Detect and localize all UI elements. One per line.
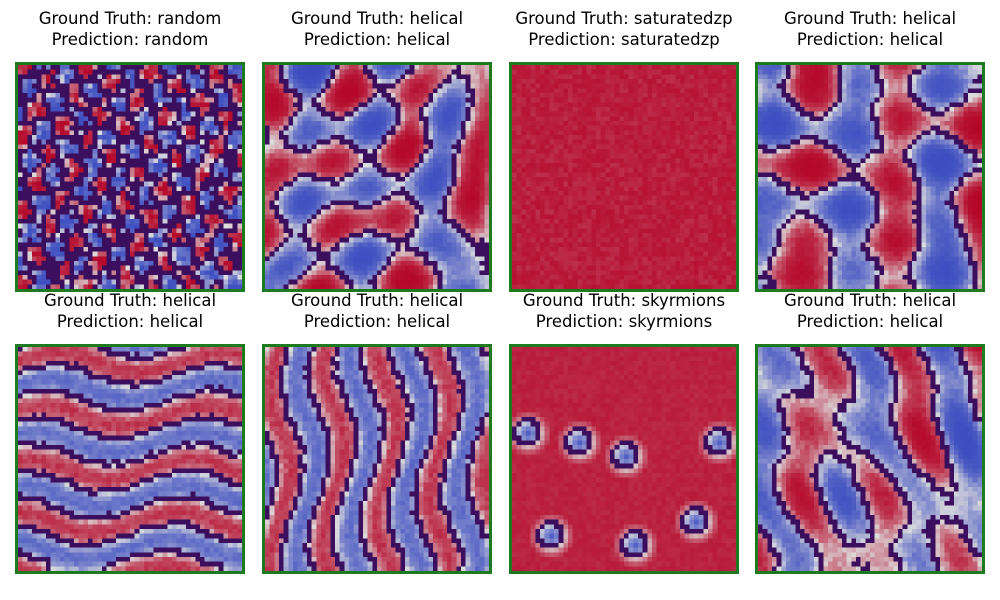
panel-title: Ground Truth: helical Prediction: helica… xyxy=(262,8,492,52)
prediction-label: Prediction: helical xyxy=(56,312,204,331)
ground-truth-label: Ground Truth: helical xyxy=(43,291,217,310)
spin-texture-image xyxy=(755,344,985,574)
prediction-label: Prediction: helical xyxy=(303,30,451,49)
panel-title: Ground Truth: helical Prediction: helica… xyxy=(262,290,492,334)
panel-title: Ground Truth: helical Prediction: helica… xyxy=(755,8,985,52)
ground-truth-label: Ground Truth: helical xyxy=(783,9,957,28)
spin-texture-image xyxy=(15,344,245,574)
panel-4: Ground Truth: helical Prediction: helica… xyxy=(755,8,985,292)
ground-truth-label: Ground Truth: helical xyxy=(290,9,464,28)
panel-title: Ground Truth: random Prediction: random xyxy=(15,8,245,52)
ground-truth-label: Ground Truth: helical xyxy=(290,291,464,310)
prediction-label: Prediction: helical xyxy=(796,312,944,331)
spin-texture-image xyxy=(262,344,492,574)
prediction-label: Prediction: helical xyxy=(796,30,944,49)
spin-texture-image xyxy=(509,62,739,292)
ground-truth-label: Ground Truth: random xyxy=(38,9,222,28)
spin-texture-image xyxy=(15,62,245,292)
panel-title: Ground Truth: saturatedzp Prediction: sa… xyxy=(509,8,739,52)
ground-truth-label: Ground Truth: skyrmions xyxy=(522,291,726,310)
panel-1: Ground Truth: random Prediction: random xyxy=(15,8,245,292)
panel-8: Ground Truth: helical Prediction: helica… xyxy=(755,290,985,574)
ground-truth-label: Ground Truth: helical xyxy=(783,291,957,310)
panel-title: Ground Truth: skyrmions Prediction: skyr… xyxy=(509,290,739,334)
panel-title: Ground Truth: helical Prediction: helica… xyxy=(755,290,985,334)
panel-title: Ground Truth: helical Prediction: helica… xyxy=(15,290,245,334)
spin-texture-image xyxy=(509,344,739,574)
panel-5: Ground Truth: helical Prediction: helica… xyxy=(15,290,245,574)
panel-7: Ground Truth: skyrmions Prediction: skyr… xyxy=(509,290,739,574)
prediction-label: Prediction: skyrmions xyxy=(535,312,713,331)
ground-truth-label: Ground Truth: saturatedzp xyxy=(515,9,733,28)
spin-texture-image xyxy=(262,62,492,292)
prediction-label: Prediction: saturatedzp xyxy=(528,30,720,49)
spin-texture-image xyxy=(755,62,985,292)
prediction-label: Prediction: random xyxy=(51,30,209,49)
prediction-label: Prediction: helical xyxy=(303,312,451,331)
panel-3: Ground Truth: saturatedzp Prediction: sa… xyxy=(509,8,739,292)
panel-6: Ground Truth: helical Prediction: helica… xyxy=(262,290,492,574)
panel-2: Ground Truth: helical Prediction: helica… xyxy=(262,8,492,292)
